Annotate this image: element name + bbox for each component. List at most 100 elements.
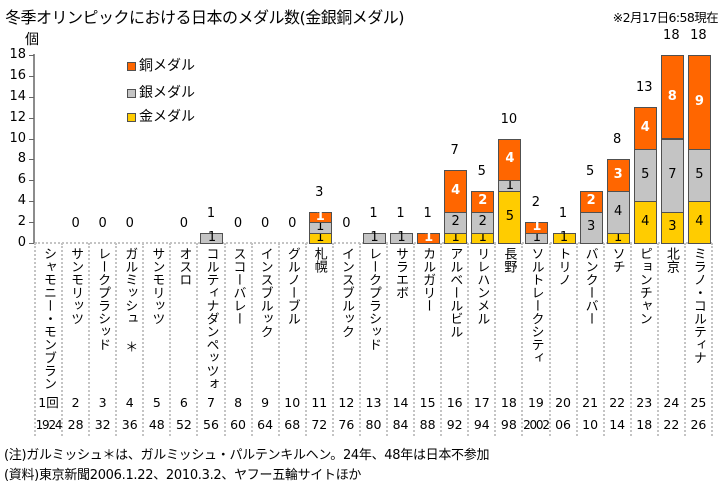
bar-gold-segment: 4 [633,201,657,244]
edition-number: 24 [663,395,680,410]
bar-bronze-segment: 2 [579,190,603,213]
y-tick-mark [29,222,34,224]
year-label: 72 [311,417,328,432]
x-category-label: サンモリッツ [68,247,84,325]
bar-total-label: 2 [531,195,541,211]
bar-total-label: 3 [315,184,324,200]
column-separator [711,243,713,436]
year-label: 84 [392,417,409,432]
bar-value-label: 5 [695,167,704,183]
edition-number: 16 [446,395,463,410]
year-label: 06 [555,417,571,432]
bar-total-label: 1 [423,205,432,221]
timestamp-note: ※2月17日6:58現在 [612,10,719,25]
bar-bronze-segment: 1 [525,219,549,235]
bar-value-label: 1 [316,219,325,235]
column-separator [277,243,280,436]
x-category-label: オスロ [176,247,192,286]
y-tick-mark [29,96,34,98]
x-category-label: ピョンチャン [636,247,652,325]
bar-value-label: 1 [316,229,325,245]
y-tick-label: 10 [9,130,26,146]
chart-title: 冬季オリンピックにおける日本のメダル数(金銀銅メダル) [5,8,405,27]
bar-silver-segment: 5 [633,148,657,203]
x-category-label: ソチ [609,247,625,273]
bar-value-label: 1 [478,229,487,245]
bar-value-label: 5 [641,167,650,183]
edition-number: 11 [311,395,328,410]
y-tick-label: 16 [9,67,26,83]
bar-total-label: 1 [396,205,405,221]
bar-bronze-segment: 8 [660,54,684,140]
year-label: 94 [473,417,490,432]
bar-gold-segment: 4 [687,201,711,244]
x-category-label: 長野 [501,247,517,273]
year-label: 48 [148,417,165,432]
bar-value-label: 1 [451,229,460,245]
bar-value-label: 1 [424,229,434,245]
column-separator [629,243,632,436]
bar-total-label: 1 [206,205,216,221]
bar-bronze-segment: 2 [471,190,495,213]
bar-total-label: 13 [635,80,653,96]
edition-number: 22 [609,395,626,410]
bar-total-label: 0 [125,216,134,231]
edition-number: 20 [555,395,571,410]
column-separator [169,243,172,436]
bar-gold-segment: 1 [444,229,468,245]
year-label: 1924 [35,418,63,432]
bar-value-label: 2 [478,214,487,230]
bar-value-label: 1 [614,229,623,245]
year-label: 98 [500,417,517,432]
year-label: 68 [284,417,301,432]
x-category-label: ミラノ・コルティナ [690,247,706,364]
bar-value-label: 4 [451,182,461,198]
bar-total-label: 0 [98,216,107,231]
bar-bronze-segment: 1 [308,209,332,224]
bar-gold-segment: 1 [606,229,630,245]
column-separator [467,243,470,436]
edition-number: 4 [125,395,134,410]
column-separator [494,243,497,436]
year-label: 92 [446,417,463,432]
edition-number: 19 [527,395,544,410]
x-category-label: ガルミッシュ ＊ [122,247,138,353]
bar-bronze-segment: 4 [498,138,522,182]
legend-swatch-bronze [127,62,136,71]
bar-bronze-segment: 9 [687,54,711,150]
bar-value-label: 1 [505,177,514,193]
year-label: 88 [419,417,436,432]
bar-value-label: 4 [641,214,650,230]
edition-number: 12 [338,395,355,410]
bar-silver-segment: 3 [579,211,603,244]
bar-value-label: 1 [532,219,542,235]
bar-total-label: 0 [288,216,297,231]
bar-value-label: 2 [478,193,488,209]
edition-number: 21 [582,395,599,410]
bar-gold-segment: 1 [471,229,495,245]
y-tick-label: 14 [9,88,26,104]
x-category-label: インスブルック [338,247,354,338]
year-label: 36 [121,417,138,432]
column-separator [304,243,307,436]
bar-value-label: 1 [559,229,569,245]
legend-label-gold: 金メダル [139,109,195,125]
edition-number: 17 [473,395,490,410]
edition-number: 18 [500,395,517,410]
column-separator [521,243,524,436]
bar-value-label: 3 [668,219,677,235]
column-separator [142,243,145,436]
edition-number: 9 [261,395,270,410]
x-category-label: サラエボ [393,247,409,299]
year-label: 80 [365,417,382,432]
edition-number: 6 [179,395,188,410]
y-tick-label: 4 [17,193,26,209]
bar-value-label: 3 [586,219,596,235]
column-separator [548,243,551,436]
edition-number: 7 [206,395,215,410]
bar-value-label: 1 [397,229,406,245]
y-tick-mark [29,75,34,77]
bar-value-label: 1 [207,229,217,245]
column-separator [115,243,118,436]
column-separator [88,243,91,436]
